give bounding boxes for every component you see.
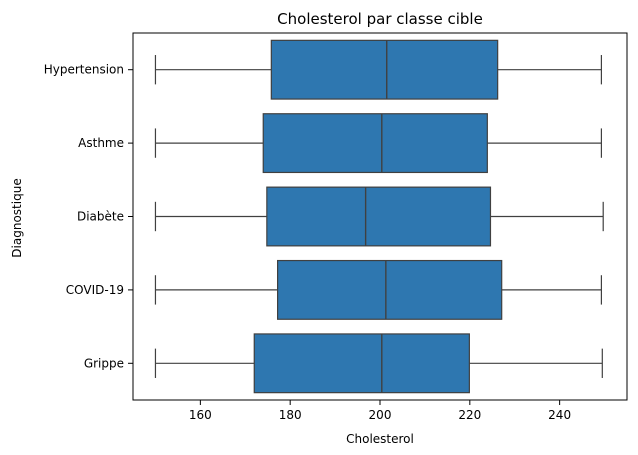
box-diab-te-box (266, 186, 492, 247)
x-tick-label-200: 200 (369, 408, 392, 422)
y-tick-label-hypertension: Hypertension (44, 63, 124, 77)
plot-area: 160 180 200 220 240 Hypertension Asthme Diabète… (44, 32, 628, 422)
y-tick-label-asthme: Asthme (78, 136, 124, 150)
x-axis-label: Cholesterol (346, 432, 414, 446)
x-tick-label-220: 220 (458, 408, 481, 422)
box-asthme-box (262, 113, 488, 174)
y-axis-label: Diagnostique (10, 178, 24, 257)
y-tick-label-grippe: Grippe (84, 356, 124, 370)
box-covid-19-box (277, 259, 503, 320)
y-tick-label-diab-te: Diabète (77, 210, 124, 224)
box-grippe-box (253, 333, 470, 394)
y-tick-label-covid-19: COVID-19 (66, 283, 124, 297)
x-tick-label-240: 240 (548, 408, 571, 422)
box-hypertension-box (270, 39, 499, 100)
x-tick-label-160: 160 (189, 408, 212, 422)
chart-title: Cholesterol par classe cible (277, 10, 483, 28)
x-tick-label-180: 180 (279, 408, 302, 422)
